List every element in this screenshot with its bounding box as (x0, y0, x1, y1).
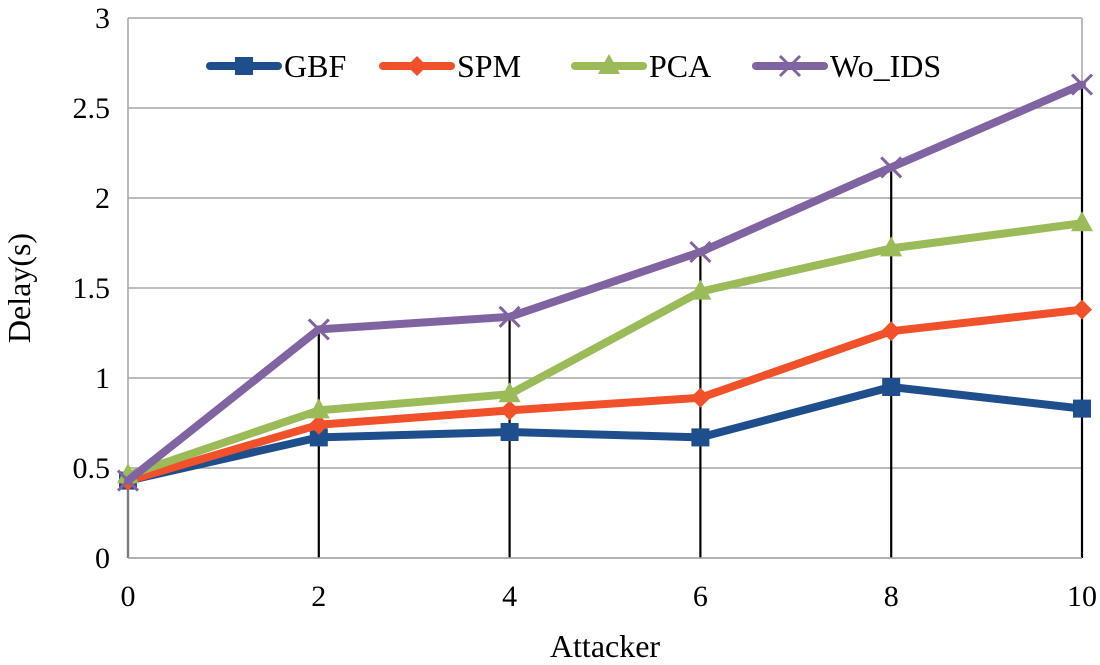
marker-square (1073, 399, 1091, 418)
marker-x (689, 240, 712, 264)
legend-label: Wo_IDS (830, 48, 941, 84)
y-tick-label: 1.5 (73, 272, 111, 305)
marker-diamond (499, 400, 520, 421)
y-axis-title: Delay(s) (1, 233, 37, 343)
legend-item: Wo_IDS (752, 48, 941, 84)
marker-x (880, 156, 903, 179)
marker-x (498, 305, 521, 328)
x-tick-label: 8 (884, 580, 899, 613)
x-axis-title: Attacker (550, 628, 661, 664)
marker-x-stroke (307, 318, 330, 341)
marker-triangle (498, 382, 521, 403)
y-tick-label: 2 (95, 182, 110, 215)
marker-diamond (881, 321, 902, 342)
marker-x (778, 54, 802, 78)
series-line (124, 80, 1086, 485)
legend-label: PCA (649, 48, 711, 84)
series-wo-ids (116, 73, 1094, 492)
series-gbf (119, 378, 1091, 490)
marker-triangle (598, 54, 620, 74)
marker-square (235, 57, 253, 75)
x-tick-label: 2 (311, 580, 326, 613)
x-tick-label: 10 (1067, 580, 1097, 613)
marker-x (307, 318, 330, 341)
y-tick-label: 0.5 (73, 452, 111, 485)
marker-diamond (308, 414, 329, 435)
marker-diamond (690, 387, 711, 408)
series-line (124, 383, 1086, 485)
series-line (124, 305, 1086, 485)
marker-triangle (689, 279, 712, 300)
marker-triangle (1071, 211, 1093, 232)
gridlines (128, 17, 1083, 559)
marker-x (116, 469, 140, 492)
series-group (116, 73, 1094, 492)
marker-triangle (880, 236, 903, 257)
tick-labels: 0 0.5 1 1.5 2 2.5 3 0 2 4 6 8 10 (73, 2, 1098, 613)
x-tick-label: 0 (121, 580, 136, 613)
y-tick-label: 3 (95, 2, 110, 35)
y-tick-label: 0 (95, 542, 110, 575)
marker-x-stroke (498, 305, 521, 328)
marker-x-stroke (689, 240, 712, 264)
marker-x-stroke (880, 156, 903, 179)
legend-label: GBF (284, 48, 346, 84)
legend-item: SPM (379, 48, 521, 84)
series-line (124, 219, 1086, 480)
legend-item: PCA (571, 48, 711, 84)
marker-x-stroke (778, 54, 802, 78)
marker-square (500, 423, 519, 441)
marker-diamond (407, 56, 427, 76)
marker-x-stroke (1070, 73, 1094, 96)
series-pca (117, 211, 1093, 484)
legend: GBF SPM PCA Wo_IDS (206, 48, 941, 84)
x-tick-label: 4 (502, 580, 517, 613)
legend-label: SPM (457, 48, 521, 84)
legend-item: GBF (206, 48, 346, 84)
marker-diamond (1072, 299, 1092, 320)
marker-x (1070, 73, 1094, 96)
y-tick-label: 2.5 (73, 92, 111, 125)
marker-square (882, 378, 901, 396)
marker-triangle (307, 398, 330, 419)
y-tick-label: 1 (95, 362, 110, 395)
marker-square (309, 428, 328, 447)
x-tick-label: 6 (693, 580, 708, 613)
marker-square (691, 428, 710, 447)
drop-lines (126, 84, 1084, 558)
marker-x-stroke (116, 469, 140, 492)
